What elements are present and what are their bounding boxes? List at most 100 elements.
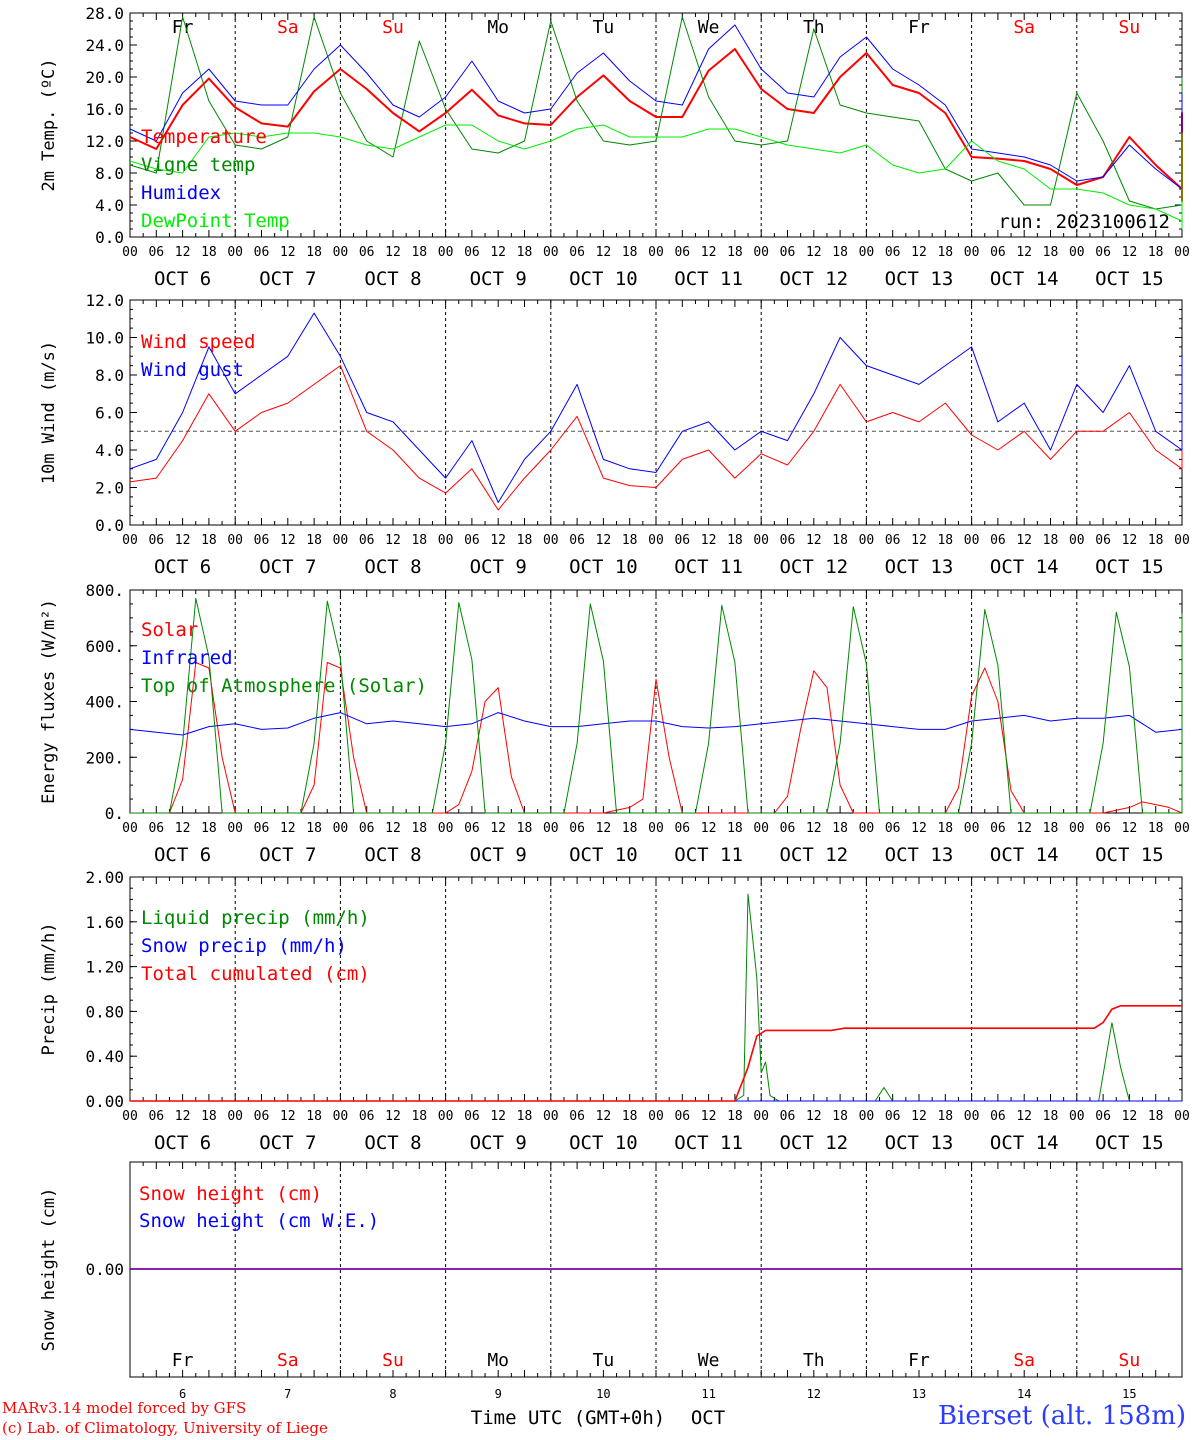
- wind-frame: [129, 299, 1183, 526]
- x-hour-label: 18: [832, 245, 848, 260]
- x-hour-label: 18: [1148, 245, 1164, 260]
- x-hour-label: 06: [359, 245, 375, 260]
- x-hour-label: 00: [753, 1109, 769, 1124]
- x-hour-label: 18: [1148, 821, 1164, 836]
- y-tick-label: 0.0: [95, 228, 124, 247]
- temperature-ylabel: 2m Temp. (ºC): [39, 58, 59, 191]
- y-tick-label: 2.00: [85, 868, 124, 887]
- y-tick-label: 0.: [105, 804, 124, 823]
- x-hour-label: 06: [780, 1109, 796, 1124]
- x-date-label: OCT 8: [364, 1132, 421, 1154]
- x-date-label: OCT 9: [470, 556, 527, 578]
- x-hour-label: 18: [1043, 821, 1059, 836]
- legend-entry: Snow height (cm): [139, 1183, 322, 1205]
- x-hour-label: 12: [596, 821, 612, 836]
- x-hour-label: 12: [385, 533, 401, 548]
- x-hour-label: 06: [780, 821, 796, 836]
- weekday-label: Sa: [277, 1350, 299, 1371]
- x-date-label: OCT 9: [470, 268, 527, 290]
- x-hour-label: 12: [596, 245, 612, 260]
- x-date-label: OCT 13: [885, 844, 954, 866]
- y-tick-label: 8.0: [95, 366, 124, 385]
- x-hour-label: 00: [648, 533, 664, 548]
- x-hour-label: 06: [885, 245, 901, 260]
- x-hour-label: 12: [1122, 821, 1138, 836]
- x-date-label: OCT 15: [1095, 844, 1164, 866]
- x-date-label: OCT 9: [470, 1132, 527, 1154]
- x-hour-label: 12: [701, 821, 717, 836]
- x-hour-label: 00: [964, 533, 980, 548]
- y-tick-label: 12.0: [85, 132, 124, 151]
- x-hour-label: 12: [911, 1109, 927, 1124]
- y-tick-label: 2.0: [95, 479, 124, 498]
- legend-entry: Snow height (cm W.E.): [139, 1210, 379, 1232]
- x-date-label: OCT 6: [154, 268, 211, 290]
- x-hour-label: 18: [306, 821, 322, 836]
- x-hour-label: 00: [753, 533, 769, 548]
- x-date-label: OCT 13: [885, 556, 954, 578]
- x-date-label: OCT 15: [1095, 556, 1164, 578]
- x-hour-label: 18: [727, 533, 743, 548]
- x-hour-label: 06: [885, 533, 901, 548]
- x-date-label: OCT 10: [569, 556, 638, 578]
- x-hour-label: 12: [911, 533, 927, 548]
- x-date-label: OCT 6: [154, 1132, 211, 1154]
- weekday-label: Sa: [1013, 17, 1035, 38]
- x-date-label: OCT 10: [569, 844, 638, 866]
- day-number-label: 12: [807, 1387, 821, 1401]
- y-tick-label: 24.0: [85, 36, 124, 55]
- x-hour-label: 12: [385, 245, 401, 260]
- x-hour-label: 06: [990, 1109, 1006, 1124]
- x-hour-label: 00: [227, 533, 243, 548]
- legend-entry: Infrared: [141, 647, 233, 669]
- x-hour-label: 18: [727, 245, 743, 260]
- x-hour-label: 00: [1174, 821, 1190, 836]
- weekday-label: Mo: [487, 17, 509, 38]
- weekday-label: Fr: [908, 1350, 930, 1371]
- x-date-label: OCT 10: [569, 268, 638, 290]
- energy-ylabel: Energy fluxes (W/m²): [39, 599, 59, 804]
- legend-entry: Top of Atmosphere (Solar): [141, 675, 427, 697]
- x-hour-label: 00: [333, 245, 349, 260]
- x-hour-label: 12: [175, 245, 191, 260]
- x-date-label: OCT 8: [364, 556, 421, 578]
- x-hour-label: 12: [806, 1109, 822, 1124]
- x-hour-label: 18: [306, 245, 322, 260]
- x-hour-label: 12: [596, 533, 612, 548]
- x-hour-label: 06: [990, 533, 1006, 548]
- x-date-label: OCT 11: [674, 844, 743, 866]
- x-date-label: OCT 14: [990, 556, 1059, 578]
- x-hour-label: 12: [490, 821, 506, 836]
- day-number-label: 6: [179, 1387, 186, 1401]
- x-hour-label: 18: [937, 1109, 953, 1124]
- x-hour-label: 06: [569, 245, 585, 260]
- weekday-label: Fr: [908, 17, 930, 38]
- x-date-label: OCT 15: [1095, 1132, 1164, 1154]
- x-hour-label: 00: [122, 1109, 138, 1124]
- y-tick-label: 10.0: [85, 329, 124, 348]
- x-hour-label: 18: [306, 533, 322, 548]
- weekday-label: We: [698, 1350, 720, 1371]
- x-hour-label: 00: [859, 245, 875, 260]
- x-date-label: OCT 6: [154, 844, 211, 866]
- x-date-label: OCT 9: [470, 844, 527, 866]
- x-date-label: OCT 7: [259, 268, 316, 290]
- legend-entry: Temperature: [141, 126, 267, 148]
- x-hour-label: 06: [674, 821, 690, 836]
- y-tick-label: 16.0: [85, 100, 124, 119]
- x-hour-label: 00: [859, 533, 875, 548]
- x-hour-label: 00: [227, 821, 243, 836]
- x-hour-label: 18: [622, 245, 638, 260]
- x-hour-label: 00: [753, 245, 769, 260]
- x-hour-label: 00: [648, 821, 664, 836]
- x-hour-label: 06: [569, 1109, 585, 1124]
- x-hour-label: 18: [832, 821, 848, 836]
- snow-ylabel: Snow height (cm): [39, 1188, 59, 1352]
- x-hour-label: 00: [438, 245, 454, 260]
- x-hour-label: 12: [1016, 1109, 1032, 1124]
- y-tick-label: 0.0: [95, 516, 124, 535]
- x-hour-label: 18: [201, 245, 217, 260]
- x-hour-label: 00: [438, 1109, 454, 1124]
- day-number-label: 9: [495, 1387, 502, 1401]
- x-hour-label: 18: [517, 533, 533, 548]
